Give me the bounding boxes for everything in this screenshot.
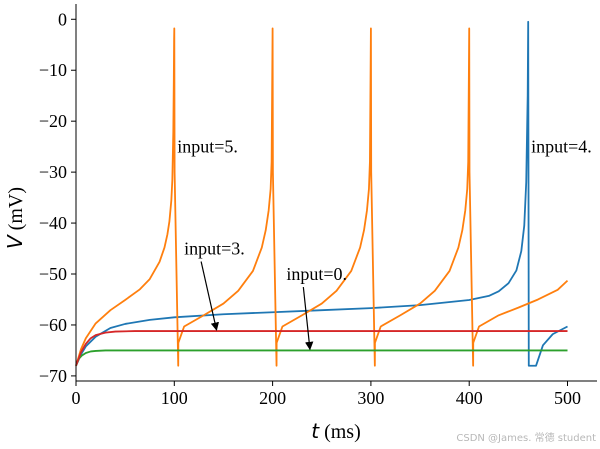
series-line-4 <box>75 330 568 367</box>
y-tick-label: −10 <box>39 60 67 80</box>
x-tick-label: 200 <box>259 388 286 408</box>
annotation-label-2: input=4. <box>531 137 592 157</box>
annotations: input=5. input=4. input=3. input=0. <box>177 137 592 351</box>
watermark: CSDN @James. 常德 student <box>456 431 596 444</box>
series-line-1 <box>75 20 568 367</box>
x-tick-label: 500 <box>554 388 581 408</box>
annotation-arrow-4 <box>302 286 314 351</box>
annotation-arrow-3 <box>200 261 220 331</box>
plot-lines <box>75 20 569 367</box>
axes <box>75 4 597 382</box>
ticks: 0 100 200 300 400 500 0 −10 −20 −30 −40 −50 −60 −70 <box>39 9 581 408</box>
y-tick-label: −40 <box>39 213 67 233</box>
series-line-2 <box>75 27 569 367</box>
series-line-3 <box>75 349 568 367</box>
x-tick-label: 0 <box>72 388 81 408</box>
y-tick-label: −70 <box>39 366 67 386</box>
x-tick-label: 400 <box>456 388 483 408</box>
y-axis-title: V (mV) <box>3 187 27 249</box>
x-axis-title: t (ms) <box>311 419 361 443</box>
annotation-label-3: input=3. <box>184 239 245 259</box>
y-tick-label: −20 <box>39 111 67 131</box>
annotation-label-4: input=0. <box>286 264 347 284</box>
y-tick-label: −50 <box>39 264 67 284</box>
y-tick-label: 0 <box>58 9 67 29</box>
y-tick-label: −60 <box>39 315 67 335</box>
x-tick-label: 300 <box>357 388 384 408</box>
x-tick-label: 100 <box>161 388 188 408</box>
y-tick-label: −30 <box>39 162 67 182</box>
annotation-label-1: input=5. <box>177 137 238 157</box>
